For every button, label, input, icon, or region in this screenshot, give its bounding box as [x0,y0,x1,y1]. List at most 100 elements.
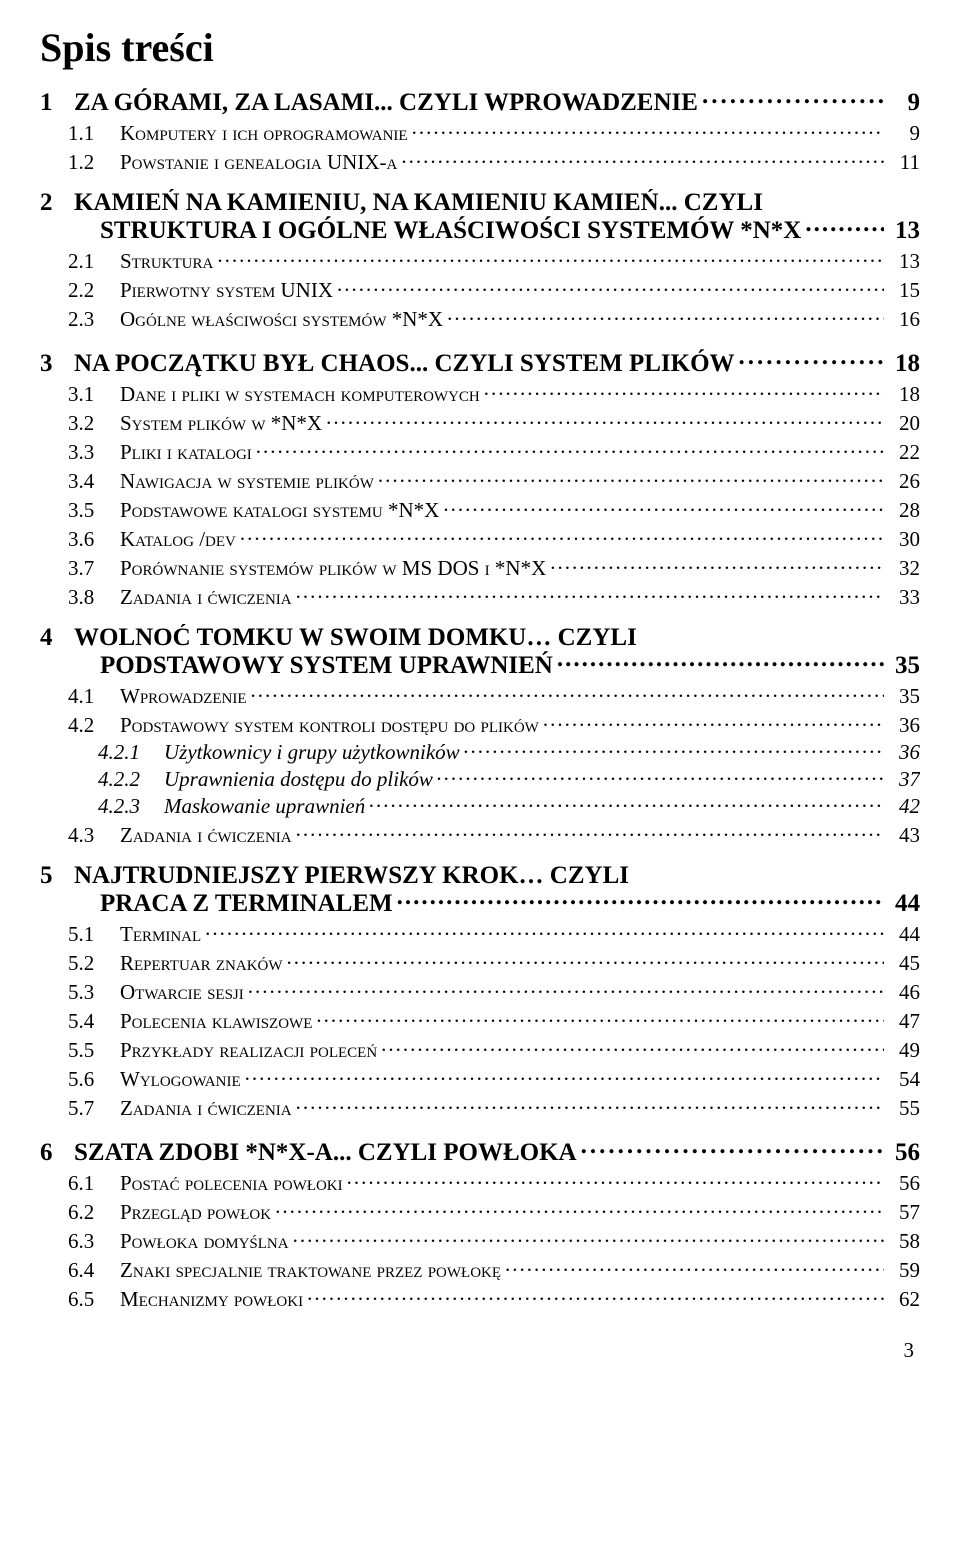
toc-entry-page: 13 [888,217,920,245]
toc-entry-label: Wprowadzenie [120,684,246,709]
toc-entry: 4.2.2Uprawnienia dostępu do plików37 [98,765,920,792]
toc-entry-number: 2 [40,189,74,217]
toc-entry-label: NA POCZĄTKU BYŁ CHAOS... CZYLI SYSTEM PL… [74,350,735,378]
toc-entry-label: Terminal [120,922,201,947]
toc-entry-number: 6.2 [68,1200,120,1225]
toc-entry-page: 35 [888,684,920,709]
toc-leader [543,711,884,732]
toc-entry-label: Podstawowe katalogi systemu *N*X [120,498,439,523]
toc-entry-number: 1.2 [68,150,120,175]
toc-entry-label: KAMIEŃ NA KAMIENIU, NA KAMIENIU KAMIEŃ..… [74,189,763,217]
toc-entry-page: 26 [888,469,920,494]
toc-entry-label: Polecenia klawiszowe [120,1009,312,1034]
toc-entry-page: 45 [888,951,920,976]
toc-entry: 4.2.3Maskowanie uprawnień42 [98,792,920,819]
toc-entry-page: 42 [888,794,920,819]
toc-entry-number: 4.2.1 [98,740,164,765]
toc-entry-page: 30 [888,527,920,552]
toc-entry-label: Zadania i ćwiczenia [120,1096,292,1121]
toc-entry-number: 6.3 [68,1229,120,1254]
toc-entry-page: 54 [888,1067,920,1092]
toc-entry: 4.2.1Użytkownicy i grupy użytkowników 36 [98,738,920,765]
toc-entry: PRACA Z TERMINALEM44 [100,886,920,918]
toc-entry-page: 55 [888,1096,920,1121]
toc-entry-label: Nawigacja w systemie plików [120,469,374,494]
toc-leader [581,1135,884,1160]
toc-entry-label: Przykłady realizacji poleceń [120,1038,377,1063]
toc-entry-label: Pliki i katalogi [120,440,252,465]
toc-entry-number: 4.3 [68,823,120,848]
toc-leader [337,276,884,297]
toc-entry-number: 6 [40,1139,74,1167]
toc-entry: STRUKTURA I OGÓLNE WŁAŚCIWOŚCI SYSTEMÓW … [100,213,920,245]
toc-entry-page: 49 [888,1038,920,1063]
toc-leader [248,978,884,999]
toc-entry-number: 4.2.2 [98,767,164,792]
toc-entry-label: PODSTAWOWY SYSTEM UPRAWNIEŃ [100,652,553,680]
toc-leader [381,1036,884,1057]
toc-entry-number: 5.2 [68,951,120,976]
toc-entry: 6SZATA ZDOBI *N*X-A... CZYLI POWŁOKA56 [40,1135,920,1167]
toc-entry-number: 5.4 [68,1009,120,1034]
toc-entry: 3.8Zadania i ćwiczenia33 [68,583,920,610]
toc-entry: 2.1Struktura13 [68,247,920,274]
toc-entry: 5.3Otwarcie sesji46 [68,978,920,1005]
toc-entry: 6.5Mechanizmy powłoki62 [68,1285,920,1312]
toc-entry-number: 3.7 [68,556,120,581]
toc-leader [250,682,884,703]
toc-entry-page: 32 [888,556,920,581]
toc-entry-label: Katalog /dev [120,527,236,552]
toc-entry-page: 22 [888,440,920,465]
toc-leader [805,213,884,238]
toc-entry: 3.5Podstawowe katalogi systemu *N*X28 [68,496,920,523]
toc-leader [557,648,884,673]
toc-entry-label: Komputery i ich oprogramowanie [120,121,408,146]
toc-entry: 3.6Katalog /dev30 [68,525,920,552]
toc-leader [401,148,884,169]
toc-entry-number: 1 [40,89,74,117]
toc-entry-number: 6.4 [68,1258,120,1283]
toc-entry: 1ZA GÓRAMI, ZA LASAMI... CZYLI WPROWADZE… [40,85,920,117]
toc-entry-label: STRUKTURA I OGÓLNE WŁAŚCIWOŚCI SYSTEMÓW … [100,217,801,245]
toc-entry: 5.2Repertuar znaków45 [68,949,920,976]
toc-entry-label: Postać polecenia powłoki [120,1171,343,1196]
toc-entry-number: 3.1 [68,382,120,407]
toc-entry-number: 1.1 [68,121,120,146]
toc-entry-label: PRACA Z TERMINALEM [100,890,393,918]
toc-leader [287,949,884,970]
toc-entry-label: Podstawowy system kontroli dostępu do pl… [120,713,539,738]
toc-leader [412,119,884,140]
toc-entry-label: Struktura [120,249,213,274]
toc-entry: 3.3Pliki i katalogi22 [68,438,920,465]
toc-entry: PODSTAWOWY SYSTEM UPRAWNIEŃ35 [100,648,920,680]
toc-leader [447,305,884,326]
toc-entry-label: Użytkownicy i grupy użytkowników [164,740,460,765]
toc-leader [217,247,884,268]
toc-entry-page: 36 [888,740,920,765]
toc-entry-page: 36 [888,713,920,738]
toc-entry: 2.2Pierwotny system UNIX15 [68,276,920,303]
toc-entry-label: SZATA ZDOBI *N*X-A... CZYLI POWŁOKA [74,1139,577,1167]
toc-entry-page: 28 [888,498,920,523]
toc-entry-label: Pierwotny system UNIX [120,278,333,303]
toc-entry-page: 15 [888,278,920,303]
toc-entry-page: 43 [888,823,920,848]
toc-entry-page: 37 [888,767,920,792]
toc-entry-page: 56 [888,1171,920,1196]
toc-entry-number: 4.2 [68,713,120,738]
toc-leader [205,920,884,941]
toc-leader [443,496,884,517]
toc-entry-label: ZA GÓRAMI, ZA LASAMI... CZYLI WPROWADZEN… [74,89,698,117]
toc-entry-page: 57 [888,1200,920,1225]
toc-entry-page: 18 [888,350,920,378]
toc-entry: 6.4Znaki specjalnie traktowane przez pow… [68,1256,920,1283]
toc-entry-number: 4 [40,624,74,652]
toc-leader [296,583,884,604]
toc-entry-label: Powłoka domyślna [120,1229,289,1254]
toc-entry-number: 3.8 [68,585,120,610]
toc-entry-page: 46 [888,980,920,1005]
toc-entry: 5.4Polecenia klawiszowe47 [68,1007,920,1034]
toc-entry-label: Ogólne właściwości systemów *N*X [120,307,443,332]
toc-leader [739,346,884,371]
toc-entry-label: Wylogowanie [120,1067,241,1092]
